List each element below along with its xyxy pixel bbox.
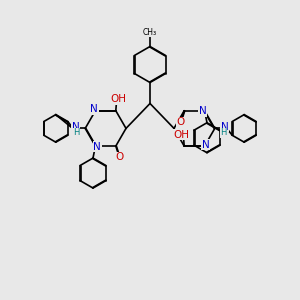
Text: O: O bbox=[115, 152, 124, 163]
Text: CH₃: CH₃ bbox=[143, 28, 157, 37]
Text: N: N bbox=[90, 104, 98, 114]
Text: H: H bbox=[73, 128, 80, 137]
Text: N: N bbox=[199, 106, 207, 116]
Text: O: O bbox=[176, 117, 185, 127]
Text: N: N bbox=[220, 122, 228, 132]
Text: OH: OH bbox=[110, 94, 126, 104]
Text: OH: OH bbox=[174, 130, 190, 140]
Text: N: N bbox=[202, 140, 210, 150]
Text: H: H bbox=[220, 128, 227, 137]
Text: N: N bbox=[93, 142, 101, 152]
Text: N: N bbox=[72, 122, 80, 132]
